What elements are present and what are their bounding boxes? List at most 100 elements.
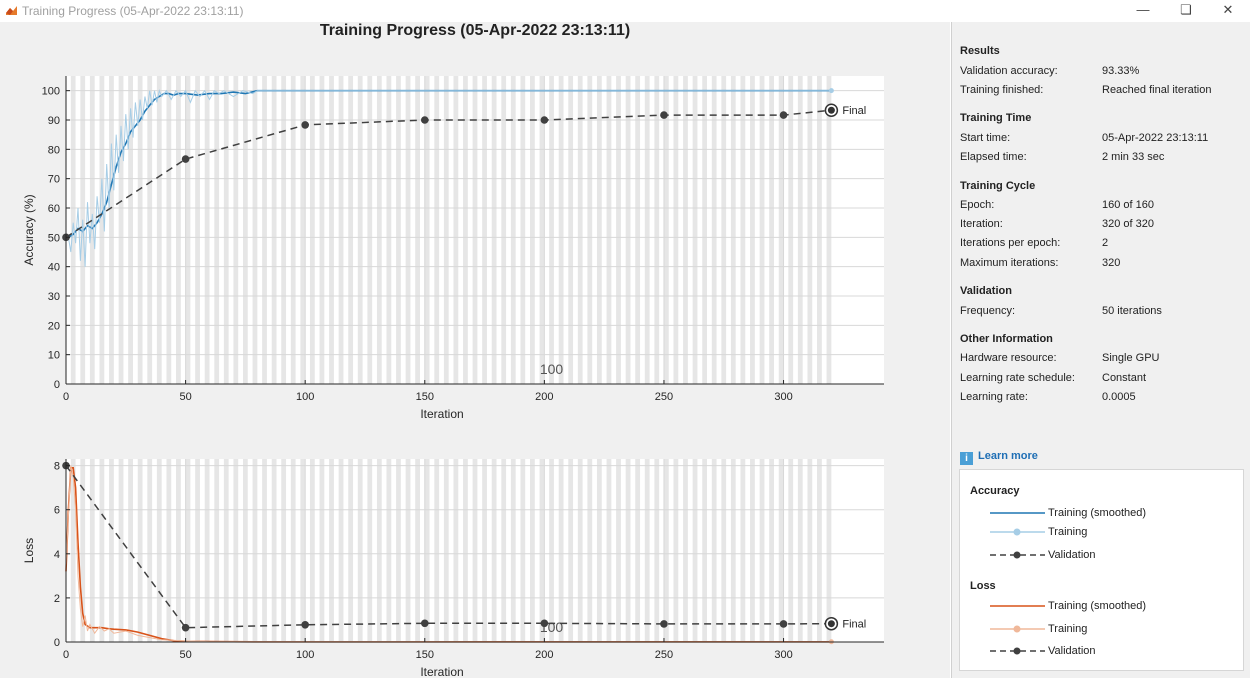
loss-x-tick-label: 0 xyxy=(63,649,69,661)
accuracy-epoch-band xyxy=(778,76,784,384)
loss-epoch-band xyxy=(137,459,143,642)
accuracy-y-tick-label: 10 xyxy=(48,350,60,362)
accuracy-y-tick-label: 0 xyxy=(54,379,60,391)
loss-epoch-band xyxy=(242,459,248,642)
accuracy-epoch-band xyxy=(797,76,803,384)
accuracy-epoch-band xyxy=(750,76,755,384)
accuracy-validation-point xyxy=(660,111,668,119)
loss-epoch-band xyxy=(252,459,258,642)
loss-x-tick-label: 50 xyxy=(179,649,191,661)
training-finished-label: Training finished: xyxy=(960,84,1044,96)
accuracy-epoch-band xyxy=(788,76,794,384)
accuracy-y-tick-label: 50 xyxy=(48,232,60,244)
loss-y-tick-label: 0 xyxy=(54,637,60,649)
accuracy-epoch-band xyxy=(242,76,248,384)
accuracy-epoch-band xyxy=(482,76,487,384)
learning-rate-schedule-label: Learning rate schedule: xyxy=(960,372,1075,384)
learn-more-link[interactable]: i Learn more xyxy=(960,450,1038,465)
loss-epoch-band xyxy=(635,459,641,642)
accuracy-validation-point xyxy=(779,111,788,119)
loss-y-tick-label: 6 xyxy=(54,505,60,517)
loss-epoch-band xyxy=(663,459,669,642)
accuracy-epoch-band xyxy=(109,76,114,384)
legend-loss-training-label: Training xyxy=(1048,623,1088,635)
legend-accuracy-training-label: Training xyxy=(1048,526,1088,538)
loss-epoch-band xyxy=(99,459,105,642)
training-finished-value: Reached final iteration xyxy=(1102,84,1212,96)
accuracy-epoch-band xyxy=(549,76,554,384)
loss-epoch-band xyxy=(759,459,765,642)
accuracy-final-marker xyxy=(827,106,835,114)
accuracy-epoch-band xyxy=(501,76,507,384)
accuracy-epoch-band xyxy=(596,76,602,384)
validation-accuracy-value: 93.33% xyxy=(1102,65,1140,77)
accuracy-epoch-band xyxy=(137,76,143,384)
accuracy-epoch-band xyxy=(262,76,267,384)
accuracy-epoch-band xyxy=(453,76,459,384)
other-information-header: Other Information xyxy=(960,333,1053,345)
learning-rate-value: 0.0005 xyxy=(1102,391,1136,403)
loss-epoch-band xyxy=(568,459,574,642)
window-title: Training Progress (05-Apr-2022 23:13:11) xyxy=(22,4,244,18)
loss-epoch-band xyxy=(443,459,449,642)
accuracy-epoch-band xyxy=(252,76,258,384)
accuracy-epoch-band xyxy=(721,76,727,384)
accuracy-epoch-band xyxy=(472,76,478,384)
accuracy-validation-point xyxy=(420,116,429,124)
legend-accuracy-training-swatch xyxy=(990,528,1045,536)
loss-epoch-band xyxy=(654,459,660,642)
legend-accuracy-validation-swatch xyxy=(990,551,1045,559)
loss-epoch-band xyxy=(472,459,478,642)
loss-epoch-band xyxy=(683,459,688,642)
training-time-header: Training Time xyxy=(960,112,1032,124)
loss-epoch-band xyxy=(109,459,114,642)
accuracy-y-tick-label: 100 xyxy=(42,86,60,98)
close-icon[interactable]: ✕ xyxy=(1222,2,1234,17)
accuracy-epoch-band xyxy=(539,76,545,384)
accuracy-epoch-band xyxy=(348,76,354,384)
loss-epoch-band xyxy=(587,459,593,642)
legend-loss-validation-label: Validation xyxy=(1048,645,1096,657)
accuracy-epoch-band xyxy=(673,76,679,384)
accuracy-final-label: Final xyxy=(842,105,866,117)
restore-icon[interactable]: ❏ xyxy=(1180,2,1192,17)
loss-epoch-bands xyxy=(70,459,832,642)
legend-loss-header: Loss xyxy=(970,580,996,592)
loss-epoch-band xyxy=(434,459,440,642)
hardware-resource-label: Hardware resource: xyxy=(960,352,1057,364)
accuracy-epoch-band xyxy=(290,76,296,384)
loss-epoch-band xyxy=(530,459,535,642)
accuracy-epoch-band xyxy=(118,76,124,384)
start-time-value: 05-Apr-2022 23:13:11 xyxy=(1102,132,1209,144)
loss-y-tick-label: 2 xyxy=(54,593,60,605)
accuracy-epoch-band xyxy=(730,76,736,384)
accuracy-epoch-band xyxy=(530,76,535,384)
minimize-icon[interactable]: — xyxy=(1136,2,1150,17)
accuracy-epoch-band xyxy=(663,76,669,384)
loss-epoch-band xyxy=(692,459,698,642)
accuracy-epoch-band xyxy=(443,76,449,384)
loss-epoch-band xyxy=(271,459,277,642)
accuracy-epoch-band xyxy=(434,76,440,384)
accuracy-epoch-band xyxy=(740,76,746,384)
training-cycle-header: Training Cycle xyxy=(960,180,1036,192)
accuracy-y-axis-label: Accuracy (%) xyxy=(22,194,36,265)
accuracy-validation-point xyxy=(181,155,190,163)
loss-epoch-band xyxy=(309,459,315,642)
loss-epoch-band xyxy=(89,459,95,642)
accuracy-epoch-band xyxy=(683,76,688,384)
loss-validation-point xyxy=(181,623,190,632)
loss-epoch-band xyxy=(262,459,267,642)
accuracy-epoch-band xyxy=(587,76,593,384)
maximum-iterations-value: 320 xyxy=(1102,257,1121,269)
results-header: Results xyxy=(960,45,1000,57)
loss-epoch-band xyxy=(797,459,803,642)
accuracy-epoch-band xyxy=(424,76,430,384)
loss-final-label: Final xyxy=(842,619,866,631)
accuracy-epoch-band xyxy=(214,76,220,384)
loss-x-tick-label: 250 xyxy=(655,649,673,661)
loss-x-axis-label: Iteration xyxy=(420,665,463,679)
accuracy-epoch-band xyxy=(692,76,698,384)
accuracy-epoch-band xyxy=(300,76,306,384)
